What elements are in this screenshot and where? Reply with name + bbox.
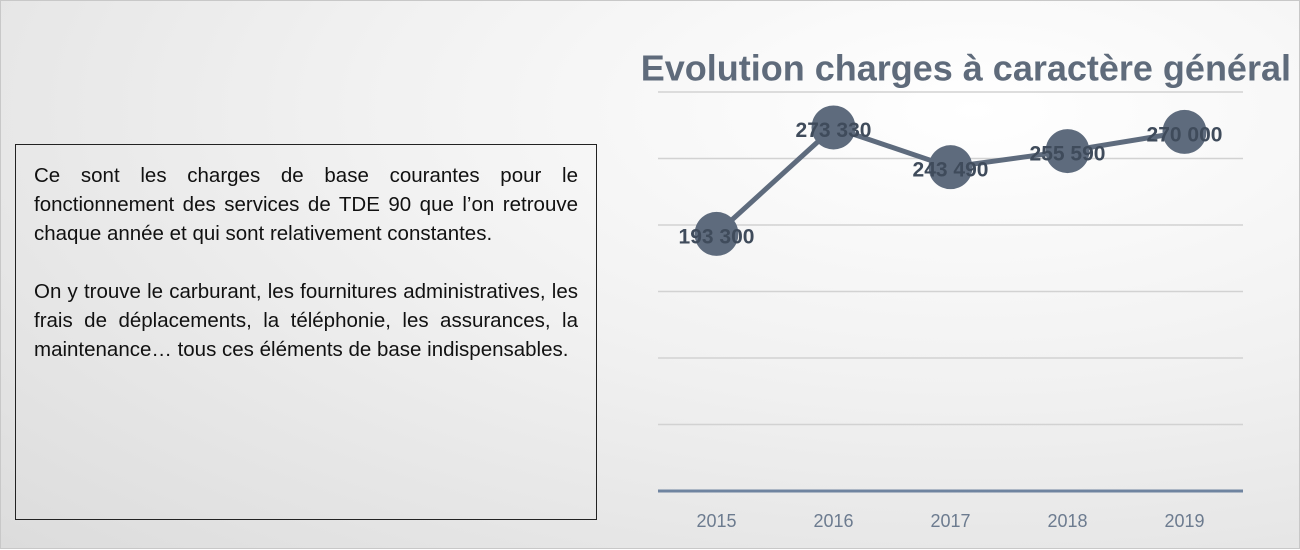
data-label: 255 590 [1030,143,1106,166]
x-tick-label: 2017 [930,511,970,531]
x-tick-label: 2018 [1047,511,1087,531]
data-point [1162,109,1207,154]
x-tick-label: 2019 [1164,511,1204,531]
data-point [694,211,739,256]
data-label: 193 300 [679,225,755,248]
data-point [811,105,856,150]
data-point [1045,129,1090,174]
data-label: 270 000 [1147,123,1223,146]
paragraph: On y trouve le carburant, les fourniture… [34,280,578,361]
data-label: 243 490 [913,159,989,182]
x-tick-label: 2016 [813,511,853,531]
chart-title: Evolution charges à caractère général [641,48,1291,89]
data-label: 273 330 [796,119,872,142]
paragraph: Ce sont les charges de base courantes po… [34,164,578,245]
data-point [928,145,973,190]
text-box: Ce sont les charges de base courantes po… [15,144,597,520]
x-tick-label: 2015 [696,511,736,531]
